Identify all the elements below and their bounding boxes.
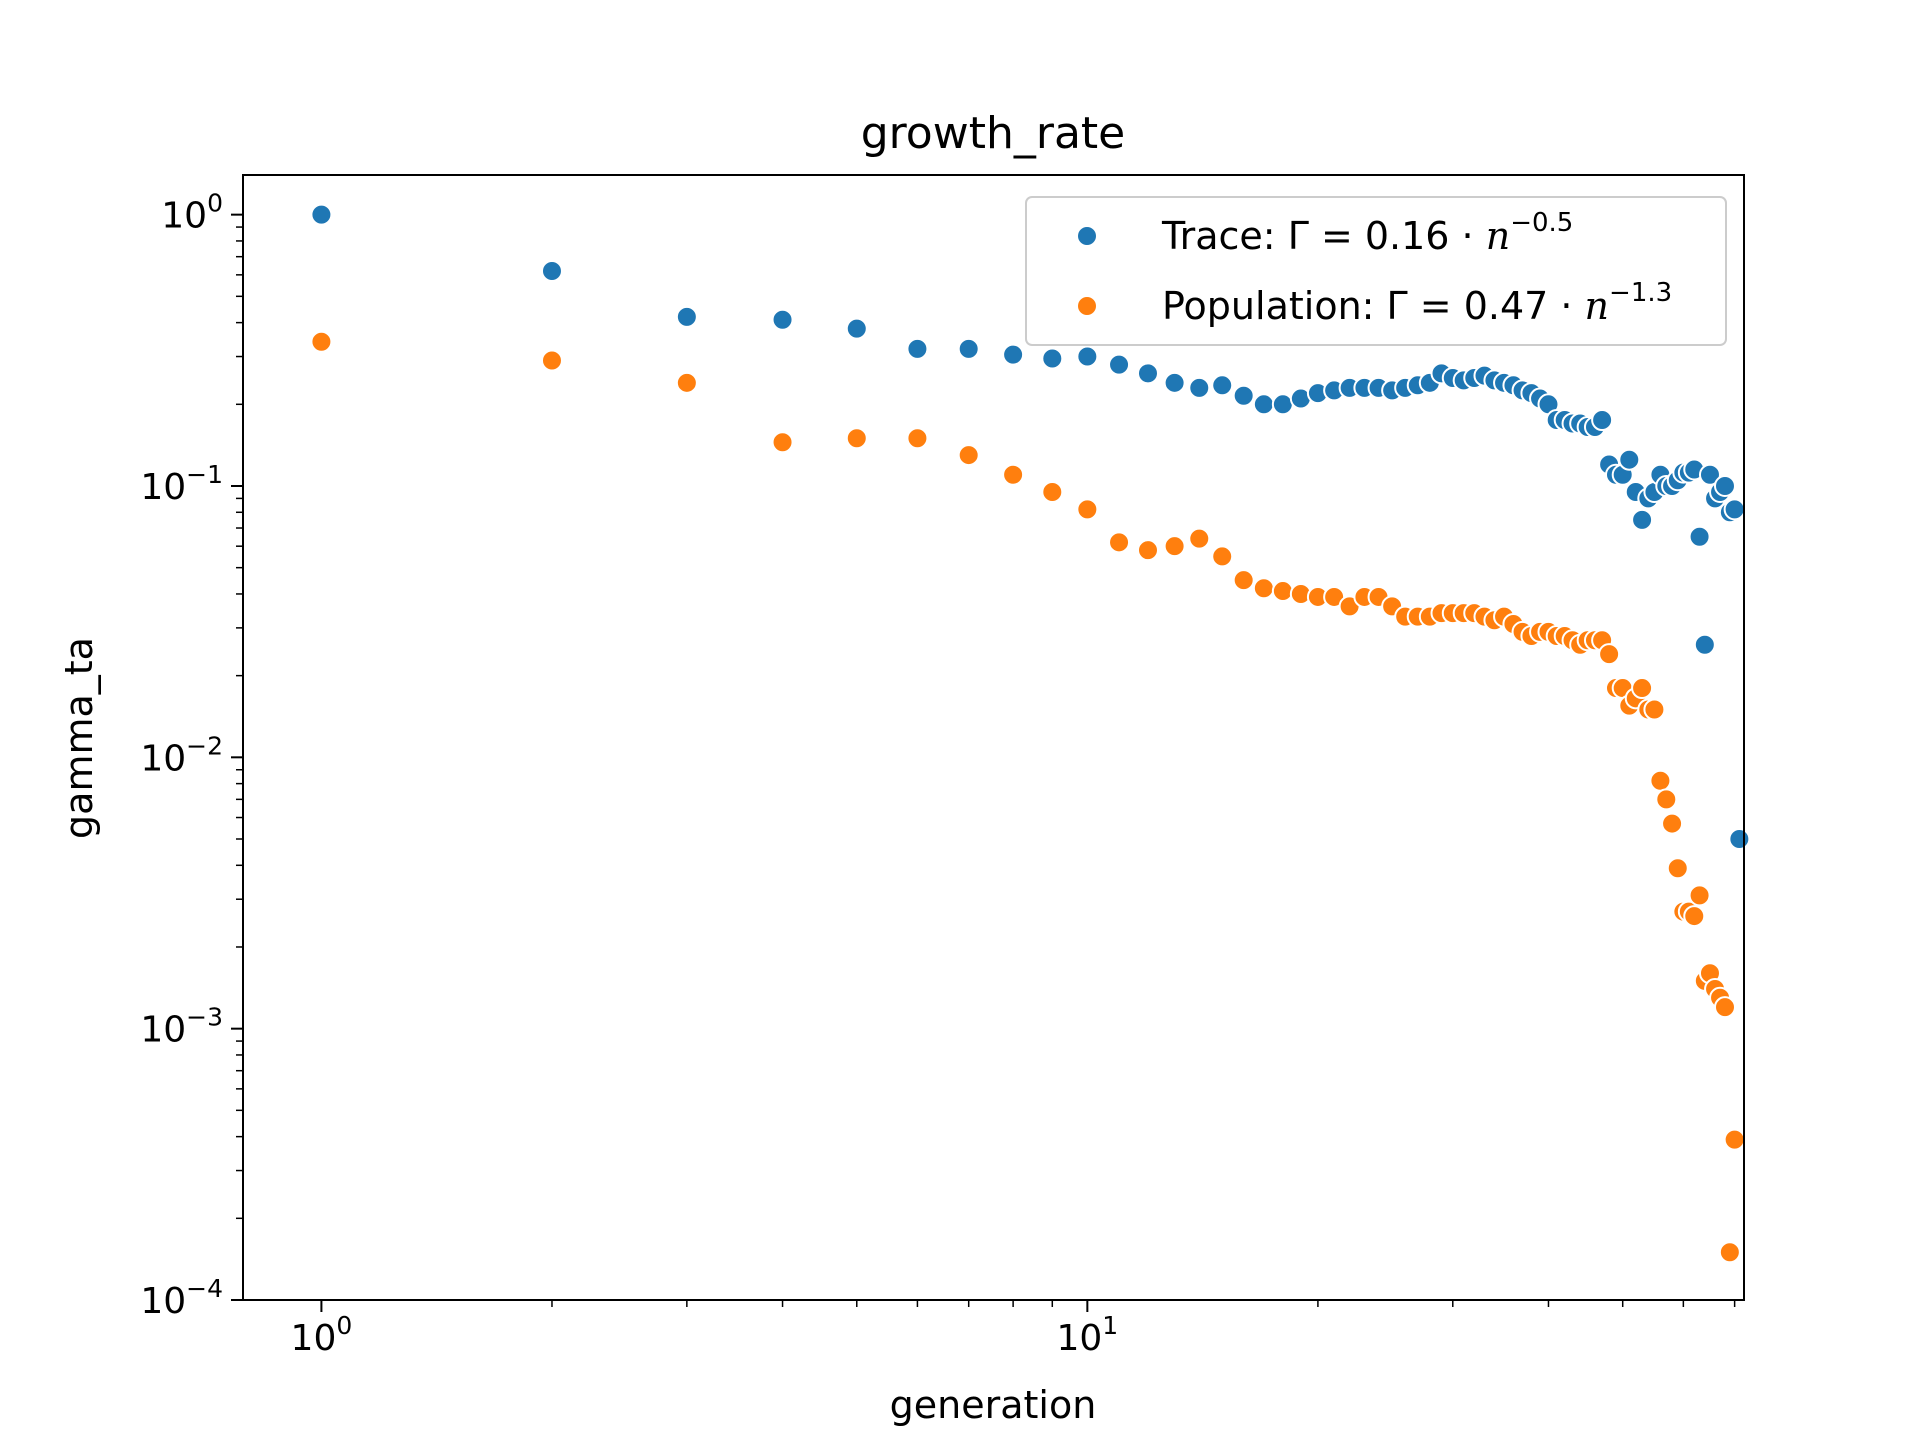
population-point (1002, 463, 1025, 486)
legend-label-population: Population: Γ = 0.47 · n−1.3 (1162, 278, 1672, 328)
trace-point (1252, 393, 1275, 416)
x-tick-label: 100 (291, 1311, 353, 1359)
x-tick-label: 101 (1056, 1311, 1118, 1359)
y-tick-label: 10−4 (140, 1274, 223, 1322)
population-point (1108, 531, 1131, 554)
population-point (675, 371, 698, 394)
population-point (1041, 481, 1064, 504)
trace-point (845, 317, 868, 340)
population-point (1232, 569, 1255, 592)
trace-point (310, 203, 333, 226)
series-trace (310, 203, 1751, 851)
series-population (310, 330, 1746, 1264)
plot-frame (242, 174, 1745, 1301)
axis-ticks: 100 101 100 10−1 10−2 10−3 10−4 (140, 189, 1736, 1359)
trace-point (1688, 525, 1711, 548)
population-point (1683, 905, 1706, 928)
population-point (310, 330, 333, 353)
trace-point (1211, 374, 1234, 397)
population-point (1688, 884, 1711, 907)
trace-point (957, 337, 980, 360)
trace-point (1713, 474, 1736, 497)
population-point (1136, 539, 1159, 562)
population-point (1666, 857, 1689, 880)
trace-point (540, 259, 563, 282)
y-tick-label: 100 (161, 189, 223, 237)
population-point (1723, 1128, 1746, 1151)
trace-point (1232, 384, 1255, 407)
population-point (957, 444, 980, 467)
population-point (1643, 698, 1666, 721)
legend-marker-trace (1076, 225, 1098, 247)
trace-point (1271, 393, 1294, 416)
y-tick-label: 10−1 (140, 460, 223, 508)
trace-point (1693, 633, 1716, 656)
trace-point (1163, 371, 1186, 394)
population-point (1598, 643, 1621, 666)
population-point (1163, 535, 1186, 558)
trace-point (771, 308, 794, 331)
trace-point (1591, 409, 1614, 432)
population-point (771, 431, 794, 454)
chart-title: growth_rate (861, 108, 1125, 159)
trace-point (1728, 828, 1751, 851)
trace-point (675, 305, 698, 328)
y-axis-label: gamma_ta (57, 637, 101, 839)
population-point (1649, 769, 1672, 792)
population-point (1271, 580, 1294, 603)
population-point (1252, 577, 1275, 600)
population-point (1631, 677, 1654, 700)
population-point (1713, 996, 1736, 1019)
trace-point (1631, 508, 1654, 531)
trace-point (1188, 376, 1211, 399)
legend-marker-population (1076, 295, 1098, 317)
legend-label-trace: Trace: Γ = 0.16 · n−0.5 (1161, 208, 1573, 258)
population-point (1661, 812, 1684, 835)
legend: Trace: Γ = 0.16 · n−0.5 Population: Γ = 0… (1025, 196, 1727, 346)
y-tick-label: 10−3 (140, 1003, 223, 1051)
population-point (1718, 1241, 1741, 1264)
trace-point (1618, 448, 1641, 471)
population-point (906, 427, 929, 450)
trace-point (1136, 362, 1159, 385)
population-point (540, 349, 563, 372)
trace-point (1076, 345, 1099, 368)
population-point (1188, 527, 1211, 550)
trace-point (1723, 498, 1746, 521)
x-axis-label: generation (890, 1383, 1097, 1427)
population-point (1211, 545, 1234, 568)
trace-point (906, 337, 929, 360)
population-point (1076, 498, 1099, 521)
trace-point (1041, 347, 1064, 370)
y-tick-label: 10−2 (140, 731, 223, 779)
population-point (1655, 788, 1678, 811)
population-point (845, 427, 868, 450)
data-points (310, 203, 1751, 1264)
trace-point (1002, 343, 1025, 366)
trace-point (1108, 353, 1131, 376)
legend-box (1025, 196, 1727, 346)
trace-point (1698, 463, 1721, 486)
